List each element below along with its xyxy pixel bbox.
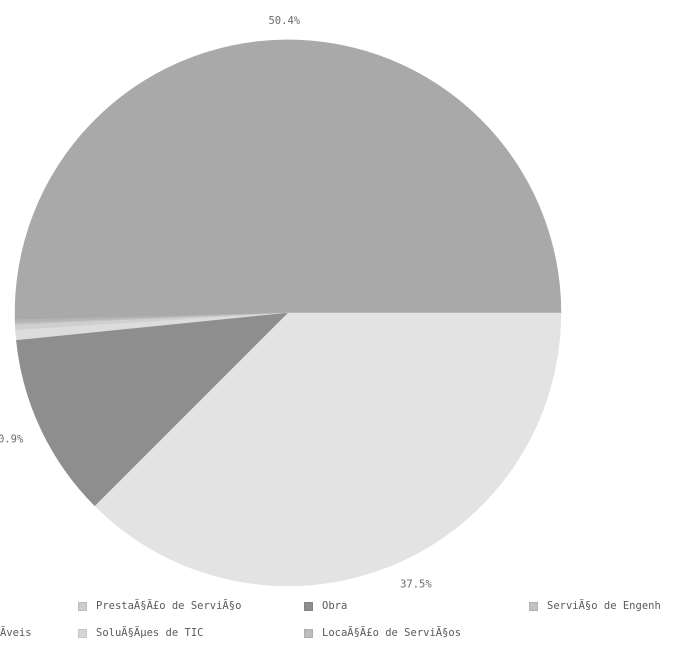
pie-slice: [94, 312, 562, 587]
legend-row-2: Ãveis SoluÃ§Ãµes de TIC LocaÃ§Ã£o de Ser…: [0, 625, 684, 641]
legend-item: Ãveis: [0, 625, 32, 641]
legend-item: SoluÃ§Ãµes de TIC: [78, 625, 203, 641]
legend-row-1: PrestaÃ§Ã£o de ServiÃ§o Obra ServiÃ§o de…: [0, 598, 684, 614]
legend-label: Ãveis: [0, 627, 32, 639]
legend-swatch: [529, 601, 538, 611]
slice-percent-label: 10.9%: [0, 434, 24, 446]
legend-swatch: [304, 601, 313, 611]
slice-percent-label: 50.4%: [268, 15, 300, 27]
legend-item: Obra: [304, 598, 347, 614]
legend-label: SoluÃ§Ãµes de TIC: [96, 627, 204, 639]
legend-item: ServiÃ§o de Engenh: [529, 598, 661, 614]
pie-slices: [14, 39, 562, 587]
legend-swatch: [78, 601, 87, 611]
legend-item: PrestaÃ§Ã£o de ServiÃ§o: [78, 598, 241, 614]
pie-percent-labels: 50.4%0.2%0.1%0.3%0.6%10.9%37.5%: [0, 15, 432, 591]
legend-swatch: [304, 628, 313, 638]
legend-item: LocaÃ§Ã£o de ServiÃ§os: [304, 625, 461, 641]
pie-slice: [16, 312, 289, 507]
legend-swatch: [78, 628, 87, 638]
legend-label: LocaÃ§Ã£o de ServiÃ§os: [322, 627, 462, 639]
pie-slice: [14, 39, 562, 321]
slice-percent-label: 37.5%: [400, 579, 432, 591]
legend-label: ServiÃ§o de Engenh: [547, 600, 661, 612]
legend-label: Obra: [322, 600, 348, 612]
legend-label: PrestaÃ§Ã£o de ServiÃ§o: [96, 600, 242, 612]
